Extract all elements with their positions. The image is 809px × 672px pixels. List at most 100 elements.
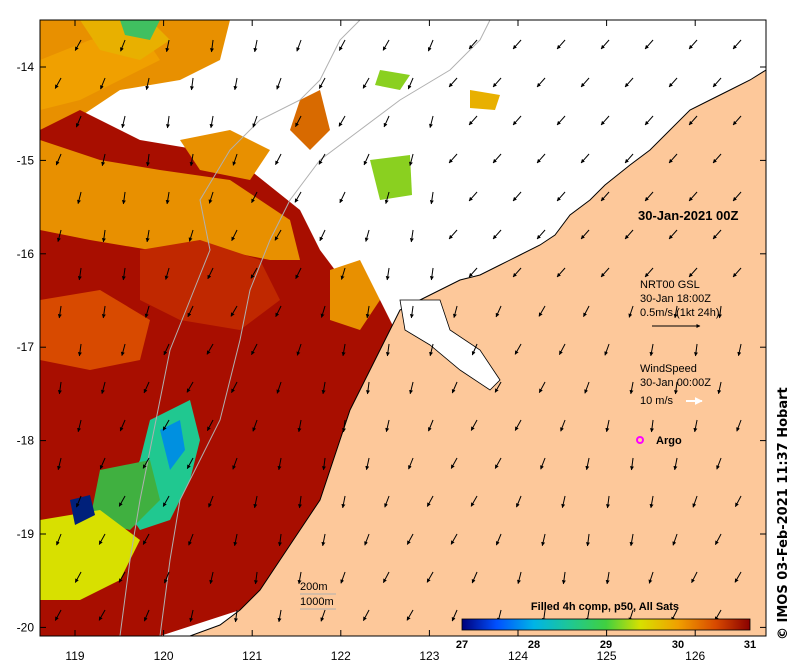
vector-arrow <box>644 115 654 126</box>
vector-arrow <box>691 571 698 584</box>
argo-marker-icon <box>636 436 644 444</box>
colorbar-tick-label: 31 <box>744 639 756 651</box>
vector-arrow <box>362 77 370 89</box>
vector-arrow <box>672 533 678 546</box>
vector-arrow <box>251 343 258 356</box>
vector-arrow <box>673 305 678 319</box>
vector-arrow <box>556 191 566 202</box>
plot-frame <box>39 19 767 637</box>
lon-tick-label: 126 <box>685 649 705 663</box>
colorbar-title: Filled 4h comp, p50, All Sats <box>531 601 679 613</box>
vector-arrow <box>538 381 546 393</box>
lon-tick-label: 120 <box>154 649 174 663</box>
vector-arrow <box>208 495 214 508</box>
vector-arrow <box>338 115 346 127</box>
vector-arrow <box>145 229 150 243</box>
vector-arrow <box>294 191 302 203</box>
vector-arrow <box>101 229 106 243</box>
wind-legend-line2: 30-Jan 00:00Z <box>640 377 711 389</box>
colorbar-tick-label: 30 <box>672 639 684 651</box>
vector-arrow <box>673 457 678 471</box>
wind-legend: WindSpeed 30-Jan 00:00Z 10 m/s <box>640 363 711 407</box>
vector-arrow <box>538 305 546 317</box>
colorbar: Filled 4h comp, p50, All Sats 27 28 29 30 31 <box>456 601 756 651</box>
vector-arrow <box>649 343 654 357</box>
vector-arrow <box>277 533 282 547</box>
vector-arrow <box>409 229 414 243</box>
vector-arrow <box>339 191 346 204</box>
vector-arrow <box>340 267 346 280</box>
vector-arrow <box>277 609 282 623</box>
vector-arrow <box>536 153 546 164</box>
vector-arrow <box>57 305 62 319</box>
vector-arrow <box>276 77 282 90</box>
vector-arrow <box>516 495 522 508</box>
lon-tick-label: 123 <box>419 649 439 663</box>
vector-arrow <box>297 495 302 509</box>
vector-arrow <box>712 229 722 240</box>
vector-arrow <box>644 267 654 278</box>
vector-arrow <box>714 533 722 545</box>
vector-arrow <box>429 267 434 281</box>
vector-arrow <box>600 115 610 126</box>
current-legend-line1: NRT00 GSL <box>640 279 700 291</box>
vector-arrow <box>365 305 370 319</box>
vector-arrow <box>296 343 302 356</box>
vector-arrow <box>121 115 126 129</box>
vector-arrow <box>250 267 258 279</box>
vector-arrow <box>648 571 654 584</box>
bathymetry-contours <box>119 20 491 636</box>
colorbar-gradient <box>461 618 751 631</box>
lon-tick-label: 119 <box>65 649 84 663</box>
vector-arrow <box>450 533 458 545</box>
vector-arrow <box>276 381 282 394</box>
vector-arrow <box>98 609 106 621</box>
vector-arrow <box>77 419 82 433</box>
vector-arrow <box>644 191 654 202</box>
vector-arrow <box>556 115 566 126</box>
vector-arrow <box>426 495 434 507</box>
vector-arrow <box>341 343 346 357</box>
vector-arrow <box>55 153 62 166</box>
wind-legend-line3: 10 m/s <box>640 395 674 407</box>
vector-arrow <box>77 343 82 357</box>
vector-arrow <box>188 533 194 546</box>
vector-arrow <box>163 343 170 356</box>
vector-arrow <box>605 419 610 433</box>
vector-arrow <box>365 457 370 471</box>
vector-arrow <box>716 457 722 470</box>
vector-arrow <box>208 191 214 204</box>
vector-arrow <box>407 77 414 90</box>
vector-arrow <box>76 495 82 508</box>
vector-arrow <box>384 191 390 204</box>
vector-arrow <box>494 457 502 469</box>
vector-arrow <box>319 229 326 242</box>
vector-arrow <box>624 153 634 164</box>
vector-arrow <box>409 305 414 319</box>
colorbar-tick-label: 27 <box>456 639 468 651</box>
vector-arrow <box>296 39 302 52</box>
vector-arrow <box>624 229 634 240</box>
credit-label: © IMOS 03-Feb-2021 11:37 Hobart <box>776 387 791 640</box>
vector-arrow <box>145 153 150 167</box>
vector-arrow <box>409 381 414 395</box>
depth-legend-1000m: 1000m <box>300 596 334 608</box>
vector-arrow <box>406 533 414 545</box>
vector-arrow <box>580 77 590 88</box>
vector-arrow <box>57 457 62 471</box>
vector-arrow <box>209 571 214 585</box>
vector-arrow <box>514 343 522 355</box>
vector-arrow <box>712 153 722 164</box>
vector-arrow <box>77 191 82 204</box>
vector-arrow <box>429 343 434 357</box>
vector-arrow <box>143 381 150 394</box>
vector-arrow <box>451 381 458 394</box>
lon-tick-label: 124 <box>508 649 528 663</box>
vector-arrow <box>734 495 742 507</box>
vector-arrow <box>494 381 502 393</box>
argo-label: Argo <box>656 435 682 447</box>
vector-arrow <box>408 457 414 470</box>
vector-arrow <box>318 153 326 165</box>
vector-arrow <box>668 229 678 240</box>
